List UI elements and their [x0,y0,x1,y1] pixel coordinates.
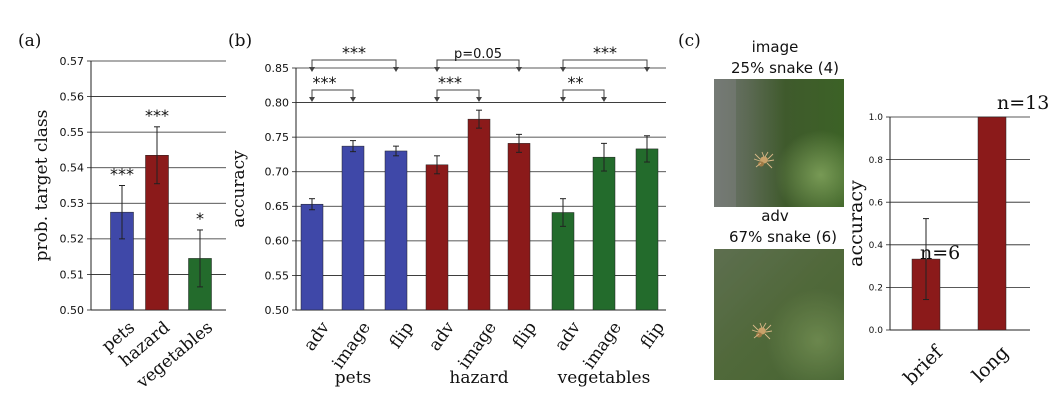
panel-a-letter: (a) [18,31,41,51]
comparison-bracket [562,59,648,69]
y-tick-label: 0.0 [869,326,884,336]
bar-pets-image [341,145,365,311]
y-axis-label: accuracy [845,180,867,267]
spider-icon [751,322,773,340]
y-tick-label: 0.85 [265,62,290,75]
comparison-label: p=0.05 [454,47,502,62]
x-tick-label: image [454,318,501,373]
panel-b-letter: (b) [228,31,252,51]
comparison-label: *** [593,43,617,62]
y-tick-label: 1.0 [869,113,884,123]
bar-long [977,116,1007,331]
bar-pets-flip [384,150,408,311]
x-tick-label: flip [637,318,669,352]
y-tick-label: 0.50 [265,304,290,317]
comparison-label: *** [313,73,337,92]
x-tick-label: image [579,318,626,373]
bar-vegetables-flip [635,148,659,311]
bar-pets-adv [300,203,324,311]
image-title: image [752,38,799,56]
spider-icon [753,151,775,169]
panel-c-letter: (c) [678,31,701,51]
bar-hazard-image [467,118,491,311]
arrow-head [393,67,399,72]
y-tick-label: 0.54 [60,162,85,175]
comparison-bracket [311,59,397,69]
y-axis-label: accuracy [229,150,249,228]
comparison-bracket [436,89,480,99]
n-annotation: n=6 [920,242,960,264]
x-tick-label: adv [551,318,585,355]
image-subtitle: 25% snake (4) [731,59,839,77]
y-tick-label: 0.50 [60,304,85,317]
arrow-head [644,67,650,72]
comparison-label: *** [438,73,462,92]
y-tick-label: 0.51 [60,268,85,281]
chart-c: 0.0 0.2 0.4 0.6 0.8 1.0 accuracy n=6 brief n=13 lo… [845,92,1049,389]
y-tick-label: 0.57 [60,55,85,68]
bar-vegetables-adv [551,212,575,311]
adv-photo [714,249,844,380]
bar-hazard-flip [507,143,531,311]
arrow-head [560,97,566,102]
group-label: vegetables [557,368,651,388]
y-tick-label: 0.6 [869,198,884,208]
y-tick-label: 0.52 [60,233,85,246]
y-tick-label: 0.55 [60,126,85,139]
chart-a: 0.50 0.51 0.52 0.53 0.54 0.55 0.56 0.57 prob. ta… [32,55,226,393]
arrow-head [434,97,440,102]
x-tick-label: image [328,318,375,373]
comparison-bracket [562,89,605,99]
arrow-head [476,97,482,102]
bar-hazard-adv [425,164,449,311]
adv-title: adv [761,207,789,225]
x-tick-label: flip [386,318,418,352]
arrow-head [350,97,356,102]
y-tick-label: 0.56 [60,90,85,103]
n-annotation: n=13 [997,92,1049,114]
arrow-head [560,67,566,72]
image-photo [714,79,844,207]
group-label: pets [335,368,372,388]
y-tick-label: 0.65 [265,200,290,213]
comparison-bracket [311,89,354,99]
arrow-head [309,97,315,102]
group-label: hazard [449,368,508,388]
y-tick-label: 0.53 [60,197,85,210]
x-tick-label: adv [300,318,334,355]
y-tick-label: 0.2 [869,284,883,294]
arrow-head [434,67,440,72]
comparison-label: *** [342,43,366,62]
y-tick-label: 0.4 [869,241,884,251]
significance-label: *** [110,165,134,184]
bar-vegetables-image [592,156,616,311]
arrow-head [309,67,315,72]
y-tick-label: 0.8 [869,156,884,166]
chart-b: 0.50 0.55 0.60 0.65 0.70 0.75 0.80 0.85 accuracy… [229,43,669,388]
adv-subtitle: 67% snake (6) [729,228,837,246]
comparison-label: ** [568,73,584,92]
y-tick-label: 0.75 [265,131,290,144]
significance-label: *** [145,106,169,125]
comparison-bracket [436,59,520,69]
x-tick-label: flip [509,318,541,352]
y-tick-label: 0.70 [265,166,290,179]
arrow-head [601,97,607,102]
y-tick-label: 0.80 [265,96,290,109]
x-tick-label: brief [899,340,948,389]
x-tick-label: long [968,342,1013,387]
significance-label: * [196,209,204,228]
y-tick-label: 0.60 [265,235,290,248]
arrow-head [516,67,522,72]
x-tick-label: adv [425,318,459,355]
y-tick-label: 0.55 [265,269,290,282]
y-axis-label: prob. target class [32,110,52,262]
